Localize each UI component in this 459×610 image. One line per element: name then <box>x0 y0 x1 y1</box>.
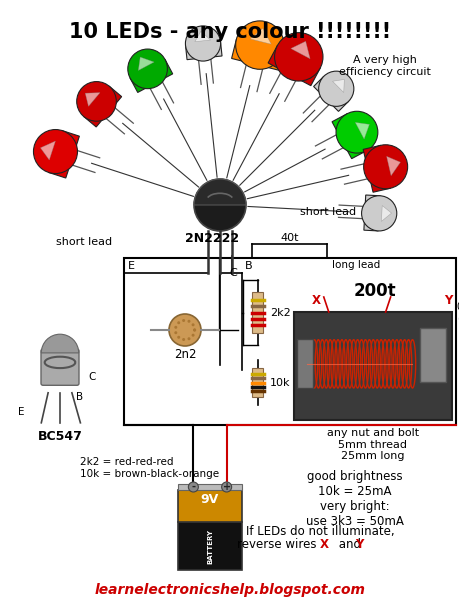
Polygon shape <box>84 86 121 127</box>
Text: any nut and bolt
5mm thread
25mm long: any nut and bolt 5mm thread 25mm long <box>326 428 418 461</box>
Text: 10k: 10k <box>269 378 290 387</box>
Text: Y: Y <box>443 294 451 307</box>
Text: X: X <box>319 538 328 551</box>
Text: Y: Y <box>354 538 363 551</box>
Circle shape <box>274 33 322 81</box>
Bar <box>178 522 241 570</box>
Circle shape <box>168 314 201 346</box>
Text: 40t: 40t <box>280 233 298 243</box>
Text: very bright:
use 3k3 = 50mA: very bright: use 3k3 = 50mA <box>305 500 403 528</box>
Circle shape <box>336 111 377 153</box>
Wedge shape <box>41 334 78 353</box>
Polygon shape <box>195 31 210 41</box>
Circle shape <box>193 329 196 331</box>
Text: B: B <box>76 392 83 402</box>
Circle shape <box>177 321 180 325</box>
Text: If LEDs do not illuminate,: If LEDs do not illuminate, <box>245 525 393 538</box>
Circle shape <box>182 319 185 322</box>
Text: X: X <box>311 294 320 307</box>
Circle shape <box>174 326 177 329</box>
Circle shape <box>235 21 284 70</box>
Text: A very high
efficiency circuit: A very high efficiency circuit <box>338 55 430 77</box>
Bar <box>178 484 241 490</box>
Polygon shape <box>138 57 154 70</box>
Text: 2n2: 2n2 <box>174 348 196 361</box>
Text: short lead: short lead <box>299 207 355 217</box>
Polygon shape <box>130 60 172 93</box>
Polygon shape <box>252 368 263 397</box>
Bar <box>293 312 451 420</box>
Polygon shape <box>40 141 55 160</box>
Circle shape <box>182 338 185 341</box>
Text: reverse wires: reverse wires <box>236 538 319 551</box>
Polygon shape <box>185 41 222 60</box>
Text: C: C <box>88 372 95 382</box>
Polygon shape <box>252 292 263 333</box>
Bar <box>178 490 241 522</box>
Text: +: + <box>222 482 230 492</box>
Circle shape <box>363 145 407 188</box>
Text: E: E <box>128 261 134 271</box>
Bar <box>297 339 312 387</box>
Bar <box>420 328 445 382</box>
Polygon shape <box>250 29 271 44</box>
Circle shape <box>34 129 77 173</box>
Polygon shape <box>363 195 379 231</box>
Circle shape <box>188 482 198 492</box>
Polygon shape <box>386 156 399 176</box>
Circle shape <box>128 49 167 88</box>
Polygon shape <box>49 131 79 178</box>
Circle shape <box>185 26 220 61</box>
Polygon shape <box>268 46 319 85</box>
Text: 9V: 9V <box>201 493 218 506</box>
Circle shape <box>191 323 194 326</box>
Text: 10 LEDs - any colour !!!!!!!!: 10 LEDs - any colour !!!!!!!! <box>69 22 390 42</box>
Text: 2N2222: 2N2222 <box>185 232 239 245</box>
Circle shape <box>177 336 180 339</box>
Text: learnelectronicshelp.blogspot.com: learnelectronicshelp.blogspot.com <box>94 583 365 597</box>
Polygon shape <box>231 39 283 70</box>
Text: long lead: long lead <box>331 260 379 270</box>
Text: short lead: short lead <box>56 237 112 247</box>
FancyBboxPatch shape <box>41 349 79 386</box>
Text: and: and <box>334 538 364 551</box>
Text: E: E <box>18 407 24 417</box>
Polygon shape <box>332 79 344 93</box>
Circle shape <box>194 179 246 231</box>
Polygon shape <box>362 145 390 192</box>
Circle shape <box>191 334 194 337</box>
Text: 2k2 = red-red-red: 2k2 = red-red-red <box>80 457 173 467</box>
Polygon shape <box>290 41 309 59</box>
Polygon shape <box>331 113 366 159</box>
Circle shape <box>318 71 353 106</box>
Text: B: B <box>245 261 252 271</box>
Text: BC547: BC547 <box>38 430 82 443</box>
Circle shape <box>187 337 190 340</box>
Polygon shape <box>354 123 369 139</box>
Text: -: - <box>191 482 195 492</box>
Circle shape <box>187 320 190 323</box>
Bar <box>124 258 455 425</box>
Text: C: C <box>229 268 237 278</box>
Text: 200t: 200t <box>353 282 396 300</box>
Circle shape <box>193 329 196 331</box>
Text: 10k = brown-black-orange: 10k = brown-black-orange <box>80 469 218 479</box>
Circle shape <box>174 331 177 334</box>
Polygon shape <box>381 206 391 221</box>
Circle shape <box>361 196 396 231</box>
Text: 0.25mm wire
(0.010in): 0.25mm wire (0.010in) <box>456 302 459 323</box>
Text: good brightness
10k = 25mA: good brightness 10k = 25mA <box>307 470 402 498</box>
Polygon shape <box>313 76 348 112</box>
Wedge shape <box>194 179 246 205</box>
Text: BATTERY: BATTERY <box>207 528 213 564</box>
Polygon shape <box>85 93 100 106</box>
Circle shape <box>77 82 116 121</box>
Circle shape <box>221 482 231 492</box>
Text: 2k2: 2k2 <box>269 307 290 317</box>
